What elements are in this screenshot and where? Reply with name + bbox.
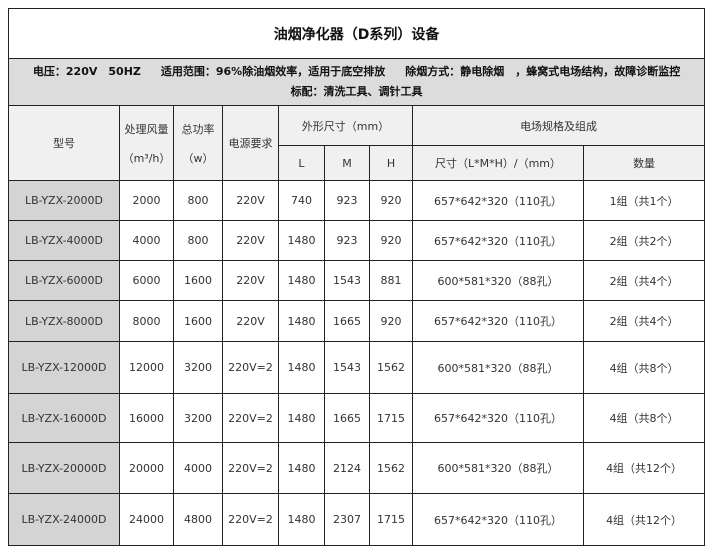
table-title: 油烟净化器（D系列）设备 (7, 8, 706, 59)
table-row: LB-YZX-24000D 24000 4800 220V=2 1480 2307 1715… (8, 493, 706, 546)
cell-H: 1562 (369, 341, 413, 394)
cell-H: 1715 (369, 393, 413, 443)
cell-M: 923 (324, 180, 370, 221)
cell-H: 1562 (369, 442, 413, 494)
cell-airflow: 6000 (119, 260, 174, 301)
header-field-size: 尺寸（L*M*H）/（mm） (412, 145, 584, 181)
cell-airflow: 12000 (119, 341, 174, 394)
cell-supply: 220V (222, 180, 279, 221)
cell-supply: 220V (222, 300, 279, 342)
cell-power: 800 (173, 220, 223, 261)
cell-L: 1480 (278, 300, 325, 342)
header-airflow: 处理风量 （m³/h） (119, 105, 174, 181)
cell-field-size: 600*581*320（88孔） (412, 442, 584, 494)
cell-H: 920 (369, 220, 413, 261)
header-dims: 外形尺寸（mm） (278, 105, 413, 146)
cell-airflow: 4000 (119, 220, 174, 261)
cell-M: 1543 (324, 260, 370, 301)
table-row: LB-YZX-20000D 20000 4000 220V=2 1480 2124 1562… (8, 442, 706, 494)
cell-M: 2307 (324, 493, 370, 546)
cell-H: 920 (369, 180, 413, 221)
cell-power: 3200 (173, 393, 223, 443)
cell-supply: 220V (222, 260, 279, 301)
info-row: 电压：220V 50HZ 适用范围：96%除油烟效率，适用于底空排放 除烟方式：静电… (7, 58, 706, 106)
cell-L: 1480 (278, 220, 325, 261)
cell-H: 1715 (369, 493, 413, 546)
cell-L: 1480 (278, 260, 325, 301)
cell-field-size: 657*642*320（110孔） (412, 180, 584, 221)
cell-power: 3200 (173, 341, 223, 394)
cell-field-size: 600*581*320（88孔） (412, 341, 584, 394)
cell-L: 1480 (278, 393, 325, 443)
cell-airflow: 16000 (119, 393, 174, 443)
table-row: LB-YZX-4000D 4000 800 220V 1480 923 920 657*642… (8, 220, 706, 261)
cell-power: 800 (173, 180, 223, 221)
cell-field-qty: 1组（共1个） (582, 180, 706, 221)
cell-H: 920 (369, 300, 413, 342)
cell-field-qty: 4组（共12个） (582, 442, 706, 494)
cell-supply: 220V=2 (222, 442, 279, 494)
cell-power: 1600 (173, 300, 223, 342)
scope-info: 适用范围：96%除油烟效率，适用于底空排放 (160, 65, 386, 78)
cell-model: LB-YZX-2000D (8, 180, 120, 221)
table-row: LB-YZX-6000D 6000 1600 220V 1480 1543 881 600*5… (8, 260, 706, 301)
cell-airflow: 24000 (119, 493, 174, 546)
cell-power: 4800 (173, 493, 223, 546)
cell-field-qty: 2组（共4个） (582, 300, 706, 342)
cell-power: 1600 (173, 260, 223, 301)
cell-model: LB-YZX-24000D (8, 493, 120, 546)
header-H: H (369, 145, 413, 181)
cell-airflow: 20000 (119, 442, 174, 494)
cell-airflow: 8000 (119, 300, 174, 342)
header-power: 总功率 （w） (173, 105, 223, 181)
cell-supply: 220V=2 (222, 493, 279, 546)
header-model: 型号 (8, 105, 120, 181)
cell-model: LB-YZX-12000D (8, 341, 120, 394)
table-row: LB-YZX-16000D 16000 3200 220V=2 1480 1665 1715… (8, 393, 706, 443)
cell-model: LB-YZX-16000D (8, 393, 120, 443)
table-row: LB-YZX-12000D 12000 3200 220V=2 1480 1543 1562… (8, 341, 706, 394)
cell-field-qty: 2组（共2个） (582, 220, 706, 261)
standard-info: 标配：清洗工具、调针工具 (290, 85, 423, 98)
table-row: LB-YZX-2000D 2000 800 220V 740 923 920 657*642*… (8, 180, 706, 221)
cell-field-size: 657*642*320（110孔） (412, 220, 584, 261)
cell-L: 740 (278, 180, 325, 221)
cell-field-qty: 4组（共8个） (582, 393, 706, 443)
cell-L: 1480 (278, 341, 325, 394)
cell-model: LB-YZX-4000D (8, 220, 120, 261)
cell-model: LB-YZX-8000D (8, 300, 120, 342)
cell-L: 1480 (278, 442, 325, 494)
cell-power: 4000 (173, 442, 223, 494)
cell-M: 1665 (324, 300, 370, 342)
cell-field-qty: 2组（共4个） (582, 260, 706, 301)
cell-supply: 220V (222, 220, 279, 261)
cell-field-size: 657*642*320（110孔） (412, 300, 584, 342)
cell-field-size: 657*642*320（110孔） (412, 493, 584, 546)
header-supply: 电源要求 (222, 105, 279, 181)
header-field: 电场规格及组成 (411, 105, 706, 146)
cell-M: 1543 (324, 341, 370, 394)
cell-field-size: 657*642*320（110孔） (412, 393, 584, 443)
cell-supply: 220V=2 (222, 341, 279, 394)
header-L: L (278, 145, 325, 181)
cell-airflow: 2000 (119, 180, 174, 221)
cell-field-qty: 4组（共8个） (582, 341, 706, 394)
cell-M: 923 (324, 220, 370, 261)
spec-table: 油烟净化器（D系列）设备 电压：220V 50HZ 适用范围：96%除油烟效率，适… (7, 8, 706, 546)
header-M: M (324, 145, 370, 181)
method-info: 除烟方式：静电除烟 ，蜂窝式电场结构，故障诊断监控 (405, 65, 681, 78)
cell-field-qty: 4组（共12个） (582, 493, 706, 546)
voltage-info: 电压：220V 50HZ (32, 65, 141, 78)
cell-H: 881 (369, 260, 413, 301)
table-row: LB-YZX-8000D 8000 1600 220V 1480 1665 920 657*6… (8, 300, 706, 342)
cell-supply: 220V=2 (222, 393, 279, 443)
cell-L: 1480 (278, 493, 325, 546)
cell-M: 1665 (324, 393, 370, 443)
cell-model: LB-YZX-20000D (8, 442, 120, 494)
cell-field-size: 600*581*320（88孔） (412, 260, 584, 301)
cell-model: LB-YZX-6000D (8, 260, 120, 301)
header-field-qty: 数量 (582, 145, 706, 181)
cell-M: 2124 (324, 442, 370, 494)
